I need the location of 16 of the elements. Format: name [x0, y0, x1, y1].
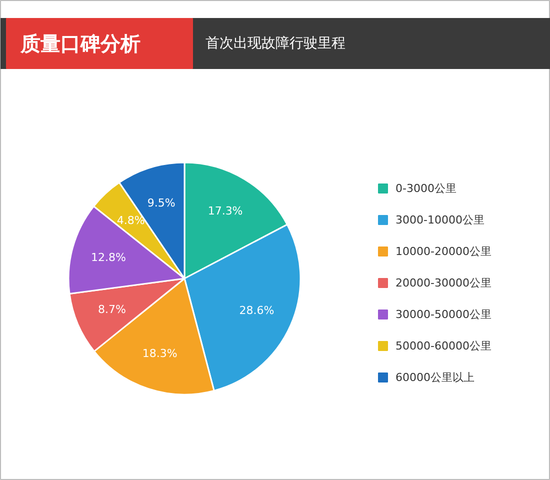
legend-label: 20000-30000公里: [396, 276, 492, 290]
legend-label: 10000-20000公里: [396, 245, 492, 258]
chart-title: 质量口碑分析: [20, 32, 140, 56]
data-label: 18.3%: [142, 346, 178, 360]
data-label: 17.3%: [208, 204, 243, 218]
data-label: 4.8%: [116, 214, 145, 228]
legend-label: 60000公里以上: [396, 371, 474, 384]
data-label: 12.8%: [91, 250, 126, 264]
legend-label: 30000-50000公里: [396, 308, 492, 321]
data-label: 8.7%: [98, 303, 126, 316]
legend-label: 50000-60000公里: [396, 340, 492, 352]
data-label: 28.6%: [239, 304, 274, 317]
data-label: 9.5%: [147, 196, 176, 210]
legend-label: 0-3000公里: [396, 182, 456, 195]
legend-label: 3000-10000公里: [396, 214, 484, 226]
chart-subtitle: 首次出现故障行驶里程: [206, 36, 346, 52]
